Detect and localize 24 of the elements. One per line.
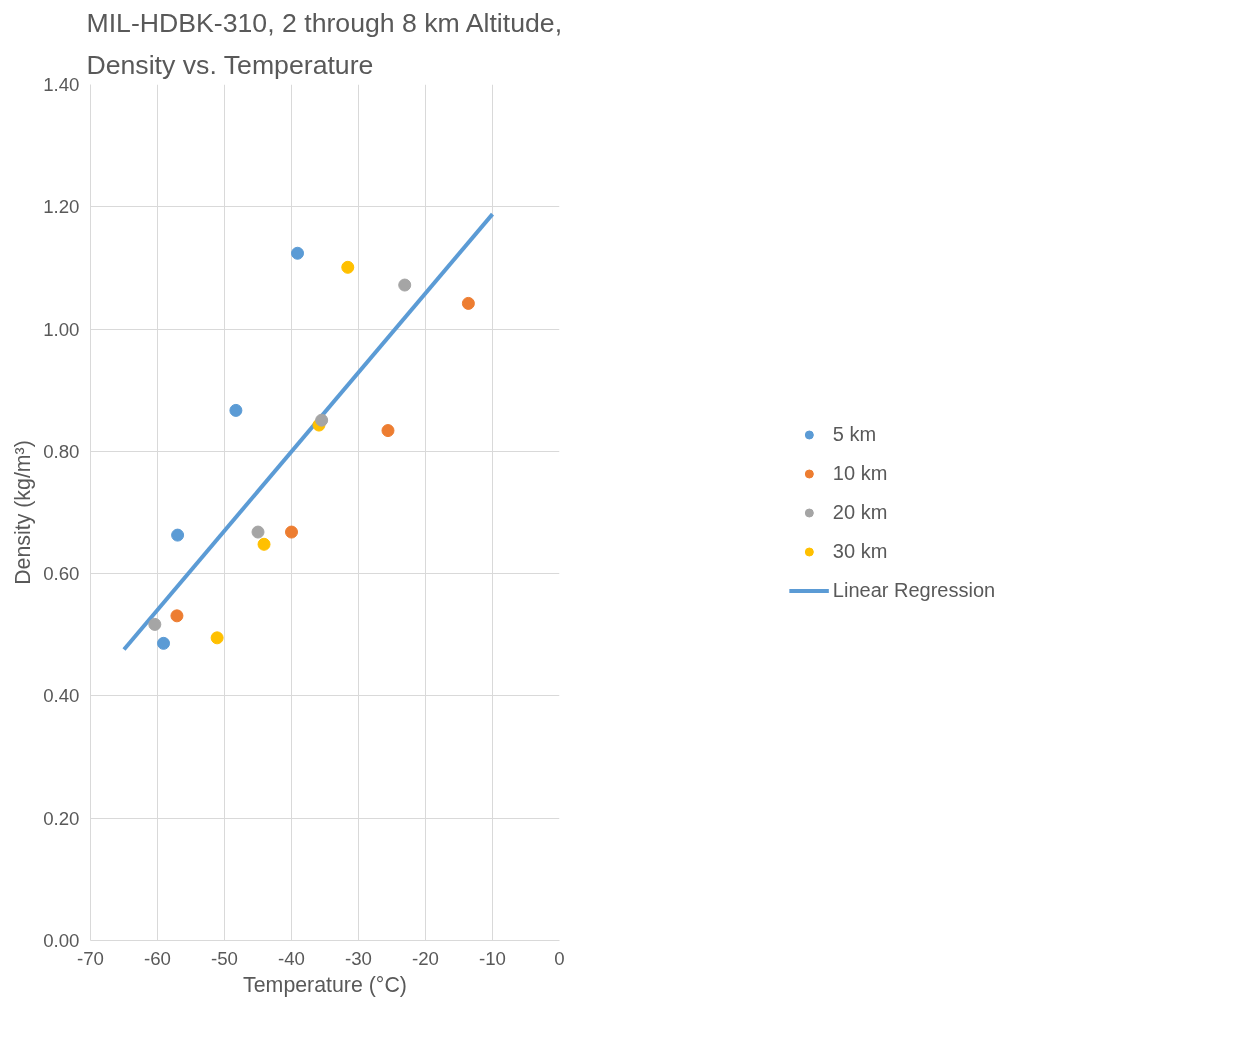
legend-label: 5 km bbox=[832, 422, 877, 446]
y-tick-label: 0.80 bbox=[43, 440, 80, 462]
y-tick-label: 1.40 bbox=[43, 74, 80, 95]
y-tick-label: 0.00 bbox=[43, 930, 80, 951]
x-axis-title: Temperature (°C) bbox=[243, 972, 407, 997]
y-tick-label: 0.40 bbox=[43, 685, 80, 707]
y-tick-label: 0.20 bbox=[43, 807, 80, 829]
legend-label: 20 km bbox=[832, 500, 888, 524]
legend-label: 30 km bbox=[832, 539, 888, 563]
x-tick-label: -40 bbox=[278, 947, 305, 969]
x-tick-label: 0 bbox=[554, 947, 565, 969]
y-axis-title: Density (kg/m³) bbox=[11, 440, 36, 585]
x-tick-label: -60 bbox=[144, 947, 171, 969]
legend-label: Linear Regression bbox=[832, 578, 996, 602]
legend-label: 10 km bbox=[832, 461, 888, 485]
x-tick-label: -30 bbox=[345, 947, 372, 969]
y-tick-label: 0.60 bbox=[43, 563, 80, 585]
y-tick-label: 1.00 bbox=[43, 318, 80, 340]
x-tick-label: -10 bbox=[479, 947, 506, 969]
y-tick-label: 1.20 bbox=[43, 196, 80, 218]
x-tick-label: -50 bbox=[211, 947, 238, 969]
chart-title: MIL-HDBK-310, 2 through 8 km Altitude, Density vs. Temperature bbox=[86, 7, 563, 80]
x-tick-label: -20 bbox=[412, 947, 439, 969]
x-tick-label: -70 bbox=[77, 947, 104, 969]
